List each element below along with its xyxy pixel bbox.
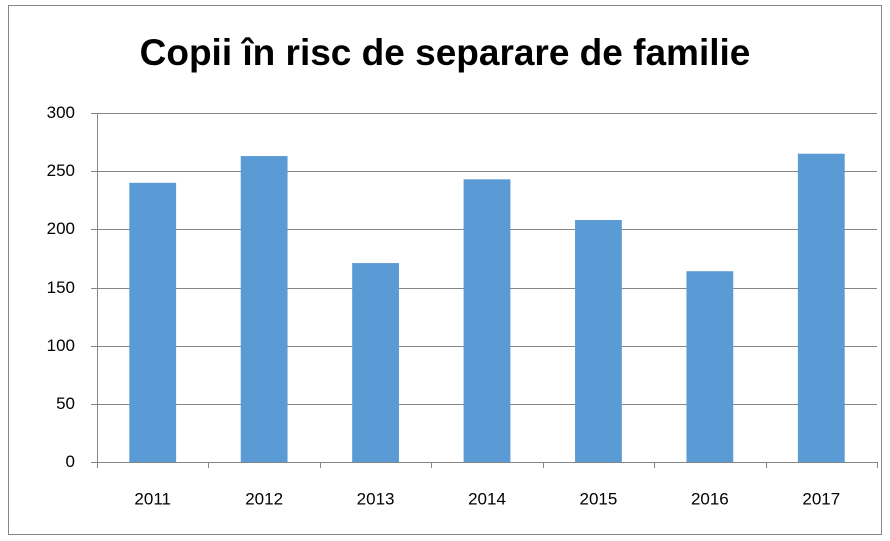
- y-tick-label: 250: [47, 161, 75, 180]
- bar: [463, 179, 511, 462]
- y-tick-label: 300: [47, 103, 75, 122]
- y-tick-label: 0: [66, 452, 75, 471]
- x-tick-label: 2015: [580, 489, 618, 508]
- y-tick-label: 150: [47, 278, 75, 297]
- y-tick-label: 50: [56, 394, 75, 413]
- bar: [129, 182, 177, 463]
- bar: [240, 156, 288, 462]
- y-tick-label: 100: [47, 336, 75, 355]
- bar: [797, 153, 845, 462]
- x-tick-label: 2017: [802, 489, 840, 508]
- x-tick-label: 2016: [691, 489, 729, 508]
- x-tick-label: 2014: [468, 489, 506, 508]
- chart-title: Copii în risc de separare de familie: [140, 32, 751, 73]
- bar: [352, 263, 399, 462]
- x-tick-label: 2011: [134, 489, 171, 508]
- y-tick-label: 200: [47, 219, 75, 238]
- x-tick-label: 2013: [357, 489, 395, 508]
- x-tick-label: 2012: [245, 489, 283, 508]
- bar: [575, 220, 622, 462]
- bar: [686, 271, 734, 462]
